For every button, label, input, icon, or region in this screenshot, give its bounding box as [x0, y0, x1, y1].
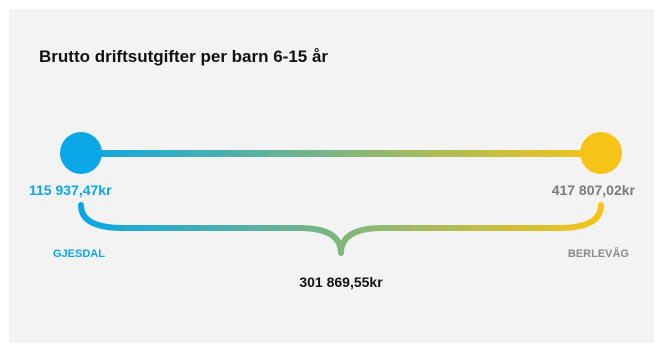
difference-label: 301 869,55kr	[299, 274, 383, 290]
min-entity-label: GJESDAL	[53, 248, 105, 260]
min-value-label: 115 937,47kr	[29, 182, 112, 198]
range-line	[81, 150, 601, 157]
min-dot	[60, 132, 102, 174]
chart-card	[9, 9, 654, 343]
chart-title: Brutto driftsutgifter per barn 6-15 år	[39, 47, 328, 66]
difference-brace	[78, 202, 604, 256]
max-value-label: 417 807,02kr	[552, 182, 636, 198]
max-entity-label: BERLEVÅG	[568, 247, 629, 260]
max-dot	[580, 132, 622, 174]
